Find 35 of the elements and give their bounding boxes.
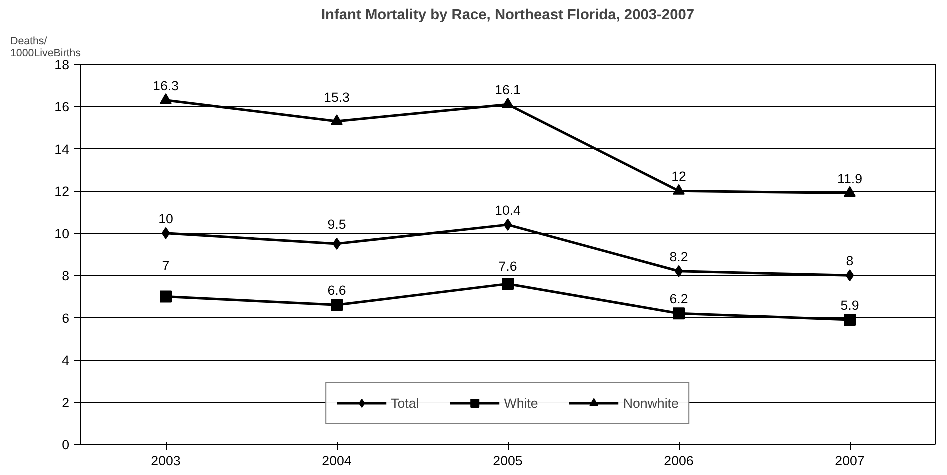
y-tick-label: 0 (62, 438, 70, 452)
x-tick-label: 2007 (835, 454, 865, 468)
y-tick-label: 14 (54, 142, 70, 157)
y-tick-label: 2 (62, 395, 70, 410)
y-tick-label: 12 (54, 184, 70, 200)
y-tick-label: 18 (54, 58, 70, 72)
x-tick-label: 2003 (151, 454, 181, 468)
chart-title: Infant Mortality by Race, Northeast Florida, 2003-2007 (321, 8, 695, 24)
data-label: 6.2 (670, 292, 688, 307)
data-label: 10.4 (495, 202, 522, 218)
data-label: 15.3 (324, 90, 350, 105)
data-label: 11.9 (838, 171, 862, 186)
data-label: 10 (158, 211, 174, 226)
data-label: 5.9 (840, 298, 860, 313)
x-tick-label: 2004 (322, 454, 352, 468)
data-label: 16.3 (153, 78, 179, 94)
y-axis-title: Deaths/ 1000LiveBirths (10, 36, 81, 60)
y-tick-label: 16 (54, 100, 70, 115)
data-label: 8 (846, 254, 854, 269)
x-tick-label: 2005 (493, 454, 523, 468)
data-label: 9.5 (328, 216, 346, 232)
data-label: 6.6 (328, 283, 346, 298)
y-tick-label: 10 (54, 226, 70, 242)
data-label: 12 (672, 169, 686, 184)
y-tick-label: 8 (62, 268, 70, 284)
data-label: 8.2 (670, 249, 688, 264)
data-label: 7.6 (498, 259, 518, 274)
data-label: 7 (162, 258, 170, 274)
x-tick-label: 2006 (664, 454, 694, 468)
legend-label: White (504, 396, 538, 410)
legend-label: Total (391, 396, 420, 410)
legend-label: Nonwhite (623, 396, 679, 410)
y-tick-label: 6 (62, 310, 70, 326)
y-tick-label: 4 (62, 353, 70, 368)
data-label: 16.1 (495, 82, 521, 98)
